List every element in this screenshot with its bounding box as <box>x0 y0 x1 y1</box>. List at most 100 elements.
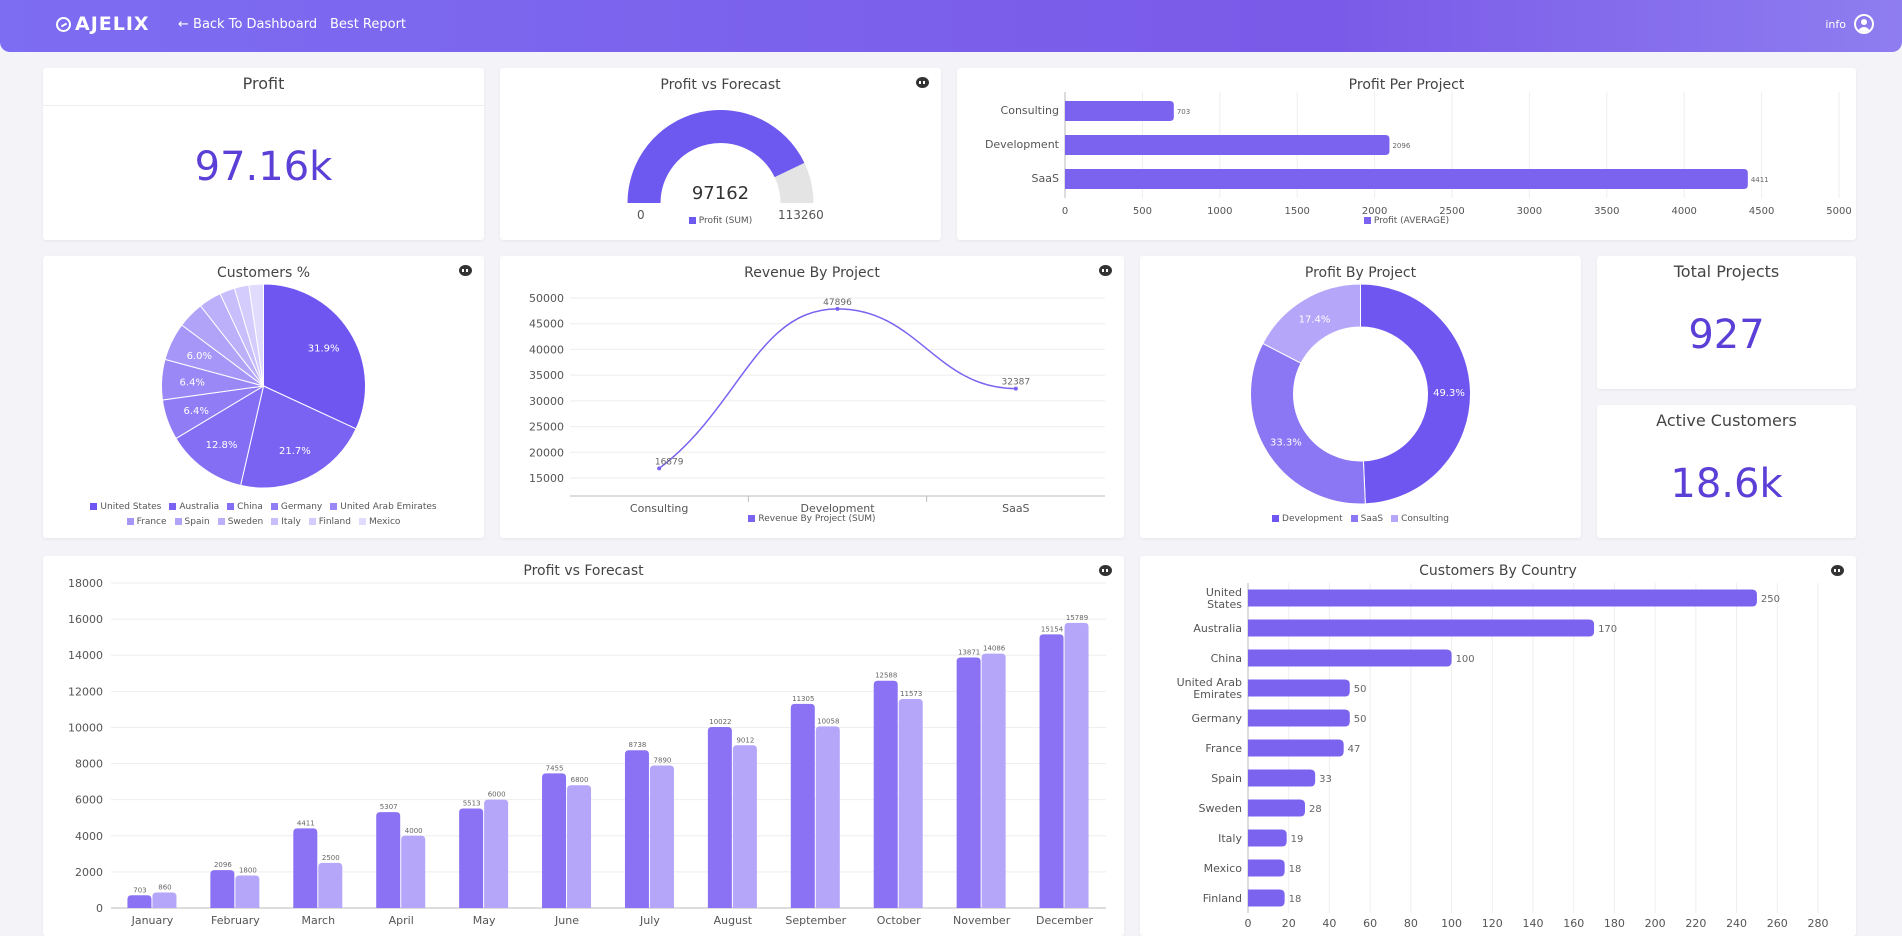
comment-icon[interactable] <box>1831 565 1844 576</box>
x-tick-label: 4500 <box>1749 206 1774 217</box>
pie-slice <box>248 283 264 387</box>
bar <box>649 765 674 908</box>
y-tick-label: 8000 <box>75 758 103 771</box>
legend-label: Development <box>1282 514 1343 524</box>
bar <box>235 875 260 908</box>
data-label: 18 <box>1289 894 1302 905</box>
x-tick-label: 5000 <box>1826 206 1851 217</box>
data-label: 13871 <box>958 649 980 657</box>
y-tick-label: Germany <box>1191 712 1242 725</box>
bar <box>210 870 235 908</box>
pie-slice <box>263 283 366 430</box>
bar <box>1248 589 1757 607</box>
bar <box>1039 634 1064 908</box>
legend-swatch <box>748 515 756 522</box>
data-label: 6800 <box>571 776 589 784</box>
y-tick-label: 40000 <box>529 343 564 356</box>
x-tick-label: May <box>473 914 496 927</box>
x-tick-label: October <box>877 914 921 927</box>
data-label: 2096 <box>1392 142 1410 150</box>
y-tick-label: 12000 <box>68 685 103 698</box>
bar <box>981 653 1006 908</box>
y-tick-label: Sweden <box>1199 802 1242 815</box>
legend-item[interactable]: Consulting <box>1391 514 1449 524</box>
comment-icon[interactable] <box>1099 565 1112 576</box>
data-label: 18 <box>1289 864 1302 875</box>
legend-item[interactable]: United Arab Emirates <box>330 500 437 515</box>
legend-item[interactable]: Sweden <box>217 515 263 530</box>
legend-item[interactable]: Australia <box>169 500 219 515</box>
bar <box>956 657 981 908</box>
logo-icon <box>56 16 71 32</box>
active-customers-kpi-card: Active Customers 18.6k <box>1597 405 1856 538</box>
data-point <box>835 306 840 311</box>
back-to-dashboard-link[interactable]: ← Back To Dashboard <box>178 17 318 32</box>
data-label: 50 <box>1354 714 1367 725</box>
x-tick-label: 100 <box>1441 917 1462 930</box>
legend-item[interactable]: SaaS <box>1350 514 1383 524</box>
legend-item[interactable]: Mexico <box>358 515 400 530</box>
slice-label: 6.4% <box>180 378 205 389</box>
x-tick-label: Consulting <box>630 502 688 515</box>
slice-label: 21.7% <box>279 446 311 457</box>
legend-label: Profit (SUM) <box>698 216 753 226</box>
comment-icon[interactable] <box>1099 265 1112 276</box>
x-tick-label: 280 <box>1808 917 1829 930</box>
bar <box>152 892 177 908</box>
legend-label: United States <box>100 502 162 512</box>
legend-item[interactable]: Spain <box>174 515 210 530</box>
legend-label: Consulting <box>1401 514 1449 524</box>
gauge-fill <box>627 110 805 203</box>
series-line <box>658 308 1016 469</box>
gauge-legend: Profit (SUM) <box>500 216 941 226</box>
y-tick-label: 15000 <box>529 472 564 485</box>
x-tick-label: 500 <box>1133 206 1152 217</box>
x-tick-label: August <box>714 914 753 927</box>
legend-item[interactable]: Germany <box>270 500 322 515</box>
legend-item[interactable]: Development <box>1272 514 1343 524</box>
legend-swatch <box>271 518 279 525</box>
legend-item[interactable]: China <box>227 500 263 515</box>
legend-item[interactable]: Italy <box>271 515 301 530</box>
y-tick-label: Emirates <box>1193 688 1242 701</box>
customers-by-country-chart: 0 20 40 60 80 100 120 140 160 180 200 220 240 260 280 U… <box>1177 583 1829 930</box>
profit-by-project-donut: 49.3% 33.3% 17.4% <box>1250 283 1471 505</box>
legend-item[interactable]: United States <box>90 500 161 515</box>
card-title: Profit Per Project <box>1348 77 1465 93</box>
slice-label: 33.3% <box>1270 438 1302 449</box>
data-point <box>657 466 662 471</box>
bar <box>732 745 757 908</box>
x-tick-label: April <box>389 914 414 927</box>
user-label[interactable]: info <box>1825 18 1846 31</box>
y-tick-label: United <box>1206 586 1242 599</box>
legend-swatch <box>330 503 338 510</box>
legend-label: France <box>136 517 167 527</box>
customers-pct-card: Customers % 31.9% 21.7% 12.8% 6.4% 6.4% 6.0% … <box>43 256 484 538</box>
y-tick-label: States <box>1207 598 1242 611</box>
legend-item[interactable]: France <box>126 515 167 530</box>
profit-vs-forecast-gauge-card: Profit vs Forecast 97162 0 113260 Profit… <box>500 68 941 240</box>
legend-label: Australia <box>179 502 220 512</box>
x-tick-label: 240 <box>1726 917 1747 930</box>
bar <box>1248 799 1305 817</box>
x-tick-label: 2000 <box>1362 206 1387 217</box>
legend-label: China <box>237 502 263 512</box>
x-tick-label: 1500 <box>1284 206 1309 217</box>
data-label: 10058 <box>817 717 839 725</box>
x-tick-label: January <box>131 914 174 927</box>
app-logo[interactable]: AJELIX <box>56 13 150 35</box>
data-label: 33 <box>1319 774 1332 785</box>
user-avatar-icon[interactable] <box>1854 14 1874 34</box>
comment-icon[interactable] <box>459 265 472 276</box>
legend-item[interactable]: Finland <box>308 515 351 530</box>
y-tick-label: United Arab <box>1177 676 1242 689</box>
x-tick-label: 220 <box>1685 917 1706 930</box>
legend-label: Profit (AVERAGE) <box>1373 216 1450 226</box>
card-title: Profit <box>242 74 285 93</box>
x-tick-label: 4000 <box>1671 206 1696 217</box>
bar <box>898 699 923 908</box>
slice-label: 6.0% <box>187 351 212 362</box>
comment-icon[interactable] <box>916 77 929 88</box>
report-name-link[interactable]: Best Report <box>330 17 407 32</box>
legend-swatch <box>1363 217 1371 224</box>
